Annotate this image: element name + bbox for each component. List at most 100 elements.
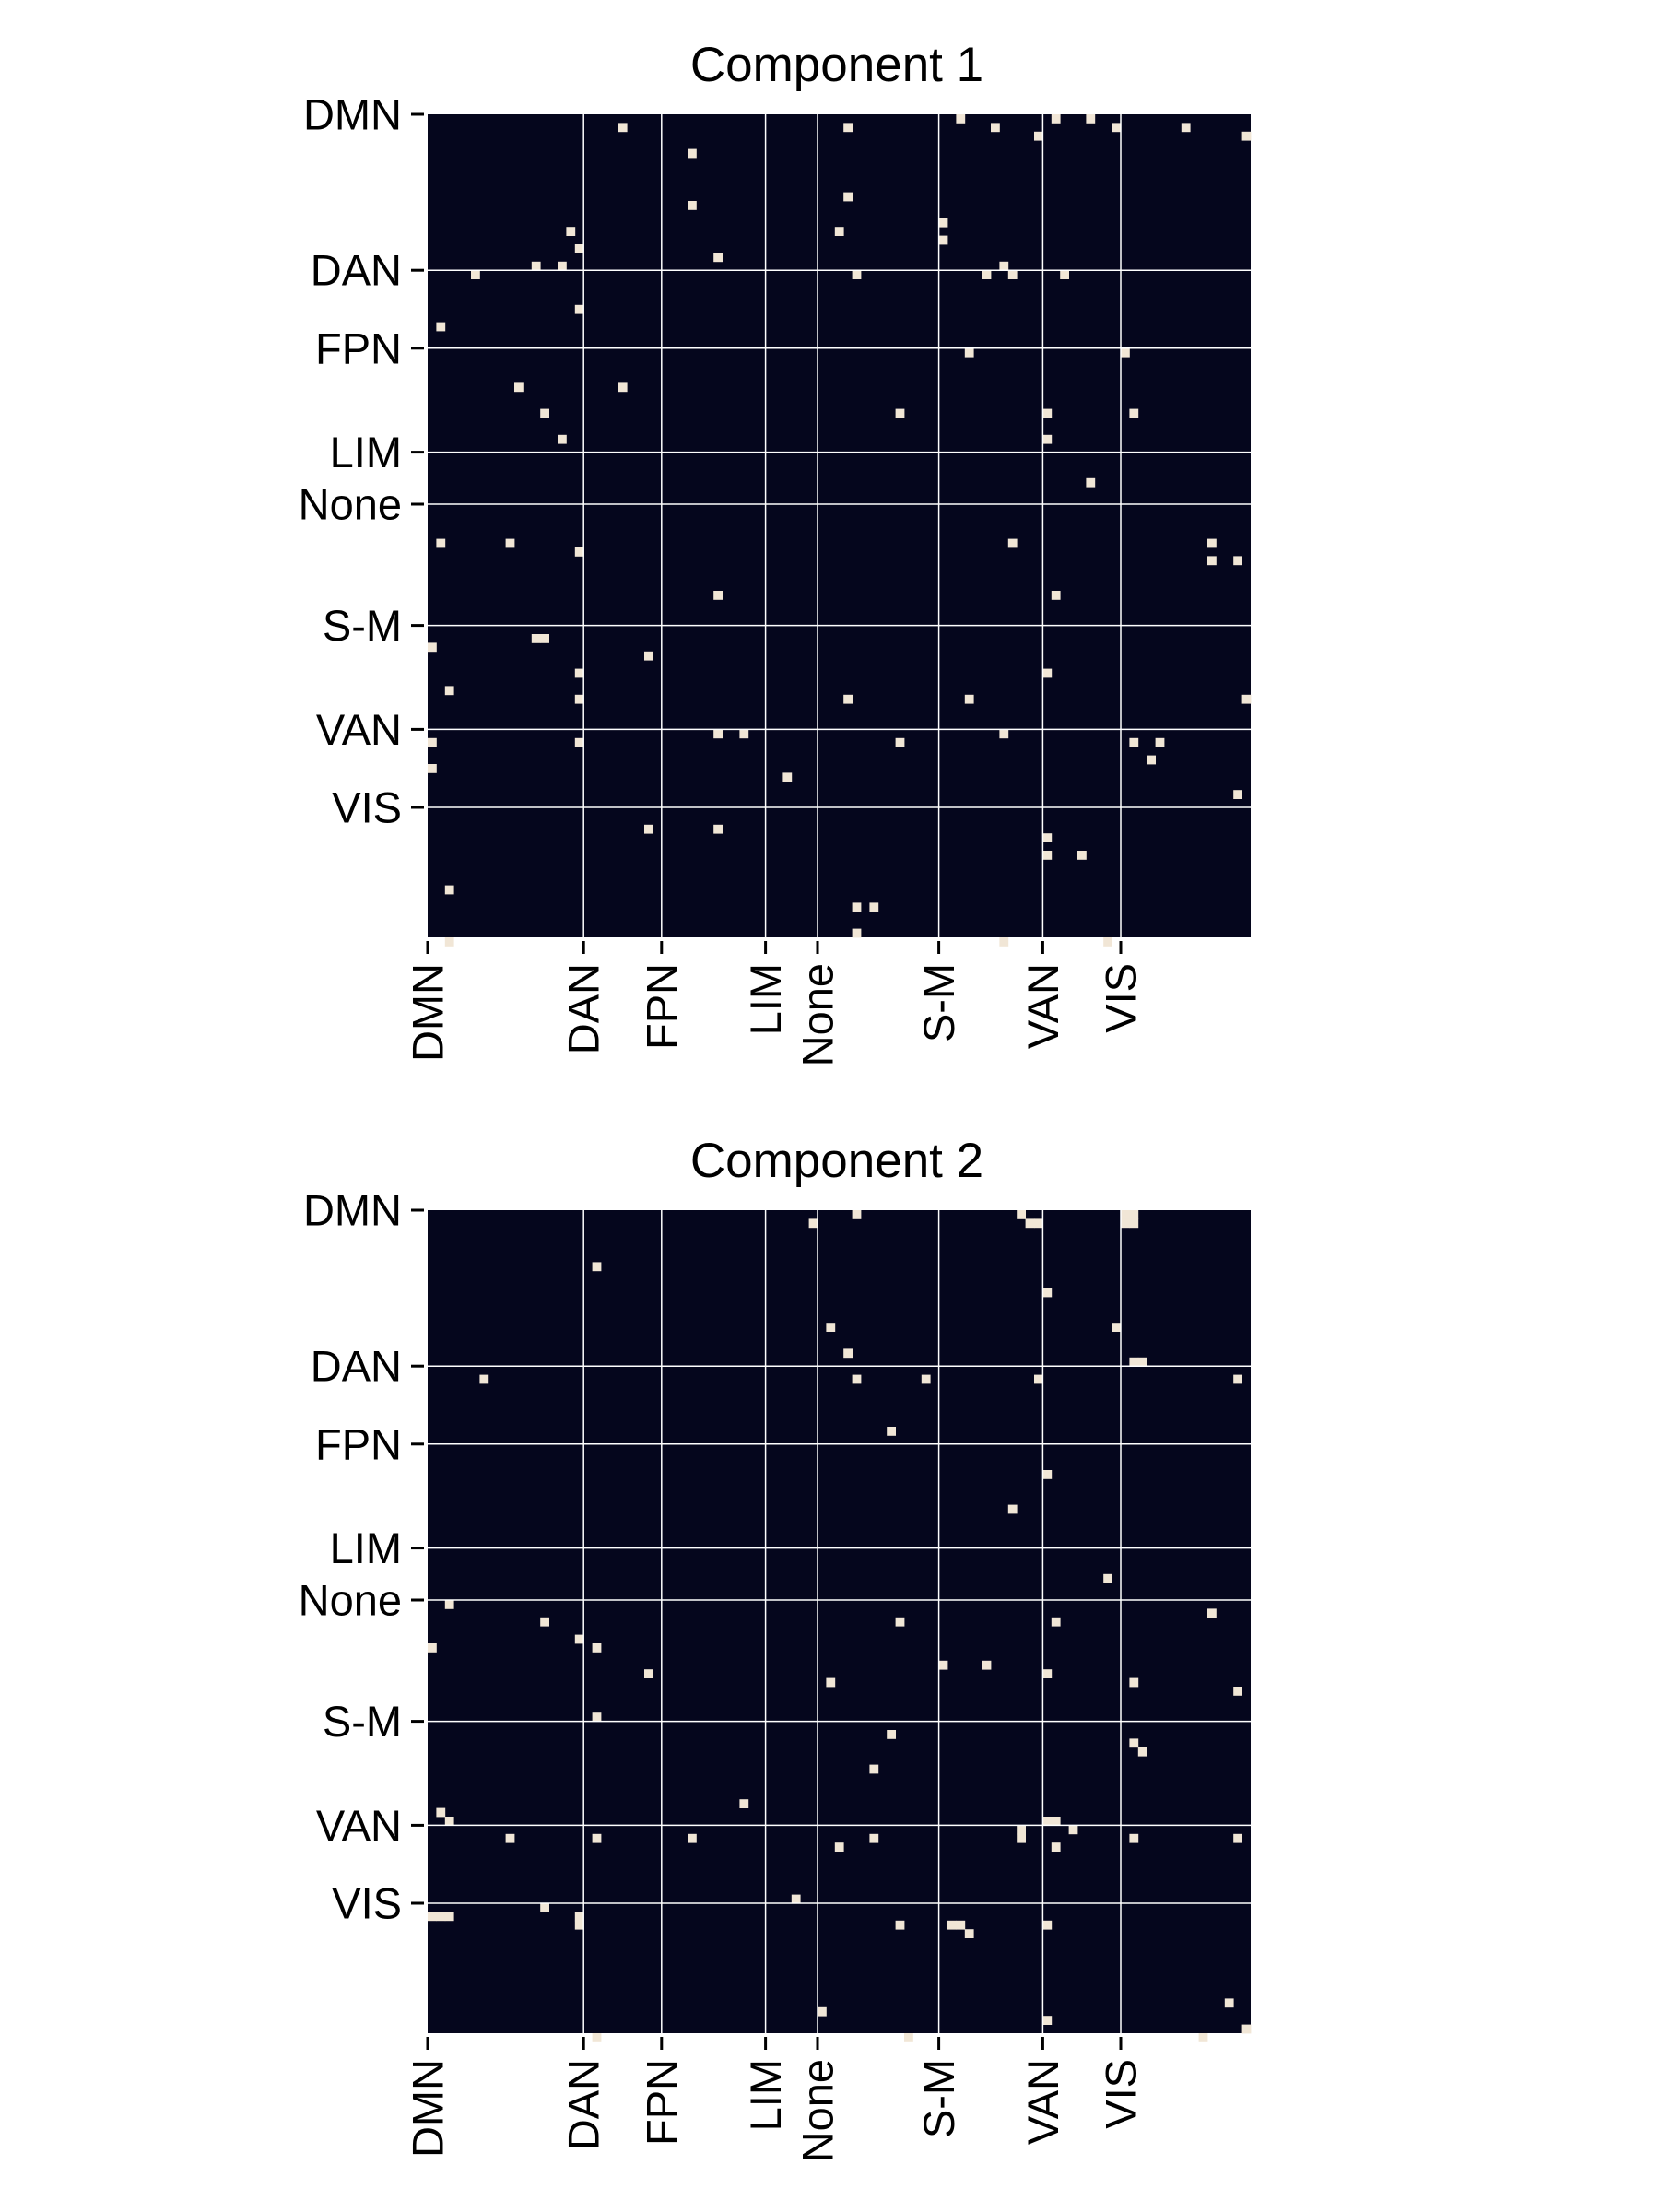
heatmap-cell — [574, 1634, 584, 1644]
heatmap-cell — [843, 123, 853, 133]
heatmap-cell — [444, 937, 454, 947]
heatmap-cell — [938, 1660, 948, 1670]
heatmap-cell — [505, 1833, 515, 1843]
x-tick-label: None — [794, 2059, 842, 2162]
heatmap-panel-component-1: Component 1 DMNDANFPNLIMNoneS-MVANVISDMN… — [299, 38, 1252, 1066]
heatmap-cell — [574, 547, 584, 557]
heatmap-cell — [618, 123, 628, 133]
heatmap-cell — [1077, 851, 1087, 860]
heatmap-cell — [558, 261, 567, 271]
heatmap-cell — [574, 304, 584, 314]
heatmap-cell — [921, 1374, 931, 1384]
heatmap-cell — [436, 1912, 446, 1922]
heatmap-cell — [436, 1807, 446, 1818]
heatmap-cell — [991, 123, 1000, 133]
x-tick-label: DMN — [404, 2059, 453, 2158]
heatmap-cell — [852, 270, 862, 279]
heatmap-cell — [1068, 1825, 1078, 1835]
heatmap-cell — [1233, 556, 1242, 566]
x-tick-label: VAN — [1018, 2059, 1067, 2145]
heatmap-cell — [982, 1660, 992, 1670]
heatmap-cell — [1129, 1357, 1139, 1367]
heatmap-cell — [895, 408, 905, 418]
heatmap-cell — [1233, 790, 1242, 799]
heatmap-cell — [1112, 123, 1122, 133]
x-tick-label: DAN — [559, 963, 608, 1054]
heatmap-cell — [999, 261, 1009, 271]
heatmap-cell — [956, 114, 966, 124]
heatmap-cell — [1241, 694, 1252, 704]
chart-title: Component 1 — [690, 38, 983, 92]
heatmap-cell — [444, 1817, 454, 1826]
heatmap-cell — [574, 668, 584, 678]
x-tick-label: VIS — [1097, 963, 1146, 1033]
heatmap-background — [428, 114, 1251, 937]
heatmap-cell — [1042, 1288, 1053, 1298]
heatmap-cell — [852, 902, 862, 912]
heatmap-cell — [904, 2033, 913, 2042]
x-tick-label: FPN — [637, 2059, 686, 2146]
heatmap-cell — [826, 1677, 836, 1688]
heatmap-cell — [964, 694, 974, 704]
heatmap-cell — [444, 686, 454, 696]
heatmap-cell — [1042, 1470, 1053, 1479]
heatmap-cell — [1207, 1608, 1217, 1618]
heatmap-cell — [514, 382, 524, 393]
heatmap-cell — [1007, 270, 1018, 279]
heatmap-cell — [1034, 1374, 1043, 1384]
heatmap-cell — [444, 885, 454, 895]
heatmap-cell — [1233, 1833, 1242, 1843]
y-tick-label: None — [299, 1576, 402, 1625]
heatmap-cell — [574, 737, 584, 747]
x-tick-label: LIM — [741, 2059, 790, 2131]
heatmap-cell — [843, 192, 853, 202]
heatmap-cell — [791, 1894, 801, 1904]
y-tick-label: VIS — [332, 783, 402, 832]
y-tick-label: DMN — [303, 1186, 402, 1235]
heatmap-cell — [540, 408, 549, 418]
heatmap-cell — [852, 928, 862, 938]
heatmap-cell — [1112, 1323, 1122, 1332]
heatmap-cell — [1129, 1833, 1139, 1843]
heatmap-cell — [782, 772, 793, 782]
heatmap-cell — [964, 347, 974, 358]
heatmap-cell — [505, 538, 515, 548]
heatmap-cell — [540, 1903, 549, 1912]
heatmap-cell — [1051, 114, 1061, 124]
heatmap-cell — [592, 1833, 602, 1843]
heatmap-cell — [1129, 1677, 1139, 1688]
heatmap-cell — [1233, 1687, 1242, 1696]
heatmap-cell — [1051, 1817, 1061, 1826]
heatmap-cell — [843, 1348, 853, 1359]
heatmap-cell — [1042, 1669, 1053, 1678]
heatmap-cell — [1034, 1218, 1043, 1229]
heatmap-cell — [1034, 131, 1043, 141]
heatmap-cell — [428, 764, 437, 773]
y-tick-label: FPN — [315, 1419, 402, 1468]
heatmap-cell — [688, 148, 697, 159]
heatmap-cell — [1241, 131, 1252, 141]
heatmap-cell — [428, 1643, 437, 1653]
y-tick-label: DAN — [311, 1342, 402, 1391]
x-tick-label: VAN — [1018, 963, 1067, 1049]
x-tick-label: S-M — [914, 2059, 963, 2138]
heatmap-cell — [843, 694, 853, 704]
heatmap-cell — [1121, 347, 1130, 358]
heatmap-cell — [982, 270, 992, 279]
heatmap-cell — [1042, 2016, 1053, 2025]
heatmap-cell — [869, 1833, 879, 1843]
heatmap-cell — [852, 1374, 862, 1384]
y-tick-label: DAN — [311, 246, 402, 295]
y-tick-label: S-M — [323, 601, 402, 650]
heatmap-cell — [540, 634, 549, 643]
heatmap-cell — [444, 1600, 454, 1609]
heatmap-cell — [713, 824, 723, 834]
heatmap-cell — [1007, 538, 1018, 548]
heatmap-cell — [1129, 1210, 1139, 1219]
heatmap-cell — [558, 434, 567, 444]
heatmap-cell — [1051, 591, 1061, 600]
heatmap-cell — [713, 591, 723, 600]
heatmap-cell — [1121, 1218, 1130, 1229]
y-tick-label: LIM — [330, 1524, 402, 1572]
